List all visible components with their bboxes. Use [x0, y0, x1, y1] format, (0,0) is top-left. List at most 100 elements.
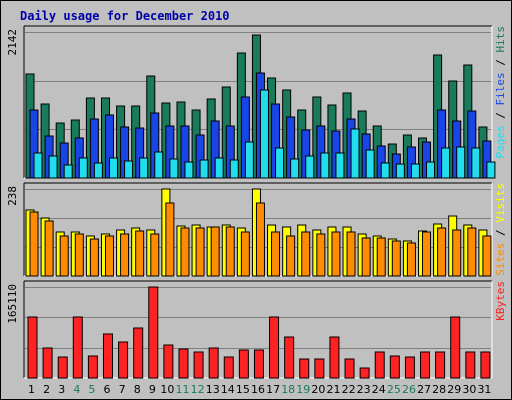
bar-pages-day-19 — [305, 155, 315, 179]
x-tick-label-day-25: 25 — [387, 383, 401, 396]
bar-kbytes-day-26 — [404, 356, 415, 379]
bar-sites-day-26 — [406, 242, 416, 277]
bar-pages-day-31 — [486, 161, 496, 179]
bar-pages-day-24 — [380, 162, 390, 179]
bar-pages-day-11 — [184, 161, 194, 179]
bar-pages-day-3 — [63, 164, 73, 179]
bar-kbytes-day-3 — [57, 356, 68, 379]
bar-sites-day-22 — [346, 231, 356, 277]
x-tick-label-day-26: 26 — [402, 383, 416, 396]
bar-kbytes-day-6 — [102, 333, 113, 379]
bar-sites-day-28 — [437, 227, 447, 277]
x-tick-label-day-11: 11 — [176, 383, 190, 396]
bar-pages-day-28 — [441, 147, 451, 179]
bar-pages-day-22 — [350, 128, 360, 179]
bar-sites-day-13 — [210, 226, 220, 277]
bar-sites-day-12 — [195, 227, 205, 277]
bar-sites-day-2 — [44, 220, 54, 277]
x-tick-label-day-28: 28 — [432, 383, 446, 396]
bar-kbytes-day-4 — [72, 316, 83, 379]
x-tick-label-day-5: 5 — [88, 383, 95, 396]
bar-kbytes-day-27 — [420, 351, 431, 379]
bar-pages-day-26 — [410, 163, 420, 179]
bar-kbytes-day-8 — [133, 327, 144, 379]
bar-sites-day-11 — [180, 227, 190, 277]
bar-kbytes-day-19 — [299, 358, 310, 379]
x-tick-label-day-23: 23 — [357, 383, 371, 396]
bar-sites-day-14 — [225, 226, 235, 277]
panel-1-ymax-label: 2142 — [6, 29, 19, 56]
bar-sites-day-21 — [331, 231, 341, 277]
x-tick-label-day-8: 8 — [134, 383, 141, 396]
bar-kbytes-day-18 — [284, 336, 295, 379]
bar-sites-day-7 — [120, 233, 130, 277]
bar-kbytes-day-25 — [389, 355, 400, 379]
bar-pages-day-18 — [290, 158, 300, 179]
bar-sites-day-8 — [135, 230, 145, 277]
bar-pages-day-12 — [199, 159, 209, 179]
bar-pages-day-13 — [214, 157, 224, 179]
bar-sites-day-20 — [316, 233, 326, 277]
x-tick-label-day-17: 17 — [266, 383, 280, 396]
bar-pages-day-27 — [426, 161, 436, 179]
bar-kbytes-day-9 — [148, 286, 159, 379]
bar-pages-day-21 — [335, 152, 345, 179]
bar-sites-day-17 — [271, 231, 281, 277]
panel-3-ymax-label: 165110 — [6, 284, 19, 324]
bar-kbytes-day-24 — [374, 351, 385, 379]
bar-sites-day-9 — [150, 233, 160, 277]
legend-separator: / — [494, 106, 507, 126]
x-tick-label-day-6: 6 — [104, 383, 111, 396]
bar-kbytes-day-17 — [269, 316, 280, 379]
x-tick-label-day-30: 30 — [462, 383, 476, 396]
bar-sites-day-30 — [467, 227, 477, 277]
bar-pages-day-29 — [456, 146, 466, 179]
panel-3-legend: KBytes — [494, 281, 507, 321]
bar-kbytes-day-13 — [208, 347, 219, 379]
bar-sites-day-4 — [74, 233, 84, 277]
bar-sites-day-16 — [255, 202, 265, 277]
bar-pages-day-23 — [365, 149, 375, 179]
bar-pages-day-16 — [259, 89, 269, 179]
bar-sites-day-19 — [301, 231, 311, 277]
bar-sites-day-15 — [240, 231, 250, 277]
bar-sites-day-18 — [286, 235, 296, 277]
bar-pages-day-5 — [93, 162, 103, 179]
x-tick-label-day-4: 4 — [73, 383, 80, 396]
bar-pages-day-6 — [108, 157, 118, 179]
x-tick-label-day-1: 1 — [28, 383, 35, 396]
bar-kbytes-day-30 — [465, 351, 476, 379]
legend-files: Files — [494, 72, 507, 105]
bar-pages-day-15 — [244, 141, 254, 179]
legend-kbytes: KBytes — [494, 281, 507, 321]
bar-pages-day-7 — [124, 160, 134, 179]
x-tick-label-day-22: 22 — [342, 383, 356, 396]
bar-sites-day-27 — [422, 231, 432, 277]
bar-kbytes-day-23 — [359, 367, 370, 379]
bar-kbytes-day-29 — [450, 316, 461, 379]
x-tick-label-day-24: 24 — [372, 383, 386, 396]
x-tick-label-day-2: 2 — [43, 383, 50, 396]
x-tick-label-day-12: 12 — [191, 383, 205, 396]
bar-kbytes-day-1 — [27, 316, 38, 379]
bar-pages-day-10 — [169, 158, 179, 179]
legend-separator: / — [494, 223, 507, 243]
bar-pages-day-30 — [471, 147, 481, 179]
bar-kbytes-day-10 — [163, 344, 174, 379]
bar-kbytes-day-15 — [238, 349, 249, 379]
panel-2-legend: Sites / Visits — [494, 183, 507, 276]
bar-sites-day-23 — [361, 237, 371, 277]
bar-kbytes-day-2 — [42, 347, 53, 379]
bar-pages-day-25 — [395, 163, 405, 179]
bar-kbytes-day-5 — [87, 355, 98, 379]
bar-pages-day-14 — [229, 159, 239, 179]
legend-pages: Pages — [494, 125, 507, 158]
bar-kbytes-day-14 — [223, 356, 234, 379]
bar-sites-day-10 — [165, 202, 175, 277]
bar-pages-day-1 — [33, 152, 43, 179]
bar-kbytes-day-7 — [118, 341, 129, 379]
bar-kbytes-day-28 — [435, 351, 446, 379]
x-tick-label-day-10: 10 — [160, 383, 174, 396]
bar-sites-day-6 — [104, 235, 114, 277]
